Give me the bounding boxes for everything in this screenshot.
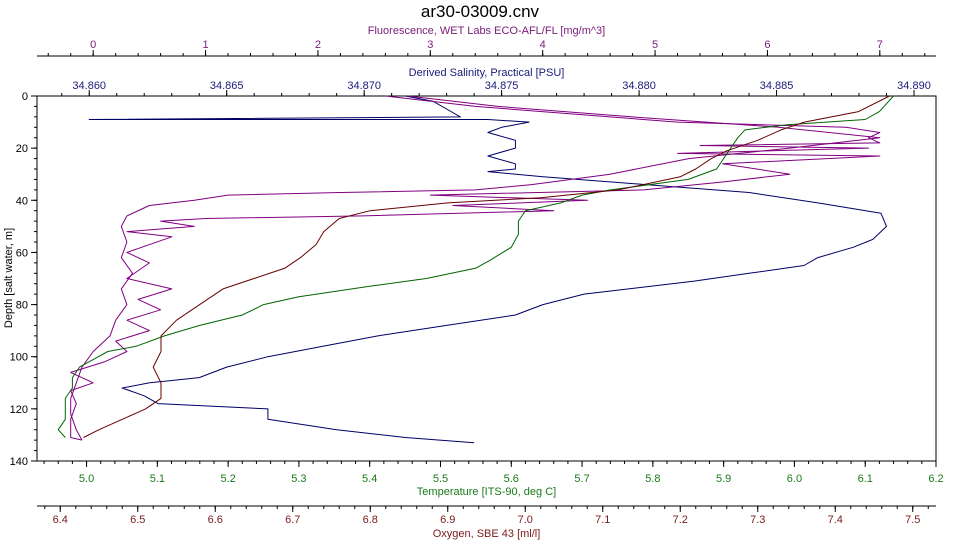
fluorescence-tick-label: 5: [652, 39, 658, 51]
temperature-tick-label: 6.0: [787, 473, 802, 485]
y-tick-label: 0: [22, 91, 28, 103]
chart-title: ar30-03009.cnv: [421, 2, 540, 21]
oxygen-axis-label: Oxygen, SBE 43 [ml/l]: [433, 528, 541, 540]
series-layer: [57, 95, 894, 444]
salinity-tick-label: 34.865: [210, 80, 244, 92]
salinity-tick-label: 34.890: [897, 80, 931, 92]
temperature-tick-label: 5.7: [574, 473, 589, 485]
oxygen-tick-label: 7.4: [828, 514, 843, 526]
temperature-tick-label: 5.0: [79, 473, 94, 485]
temperature-tick-label: 5.8: [645, 473, 660, 485]
y-tick-label: 140: [10, 456, 28, 468]
oxygen-tick-label: 7.1: [595, 514, 610, 526]
oxygen-tick-label: 6.5: [130, 514, 145, 526]
oxygen-profile-line: [83, 95, 890, 438]
y-tick-label: 60: [16, 247, 28, 259]
axes-layer: 0 1 2 3 4 5 6 7 Fluorescence, WET Labs ECO-AFL/F…: [10, 25, 944, 540]
fluorescence-tick-label: 0: [90, 39, 96, 51]
salinity-tick-label: 34.885: [760, 80, 794, 92]
oxygen-tick-label: 6.7: [285, 514, 300, 526]
oxygen-tick-label: 6.8: [363, 514, 378, 526]
temperature-tick-label: 5.6: [504, 473, 519, 485]
fluorescence-tick-label: 3: [427, 39, 433, 51]
oxygen-tick-label: 6.9: [440, 514, 455, 526]
salinity-tick-label: 34.875: [485, 80, 519, 92]
fluorescence-tick-label: 4: [540, 39, 546, 51]
temperature-tick-label: 5.1: [150, 473, 165, 485]
y-tick-label: 80: [16, 300, 28, 312]
oxygen-tick-label: 6.6: [208, 514, 223, 526]
temperature-tick-label: 5.9: [716, 473, 731, 485]
plot-frame: [36, 95, 937, 462]
fluorescence-tick-label: 2: [315, 39, 321, 51]
fluorescence-tick-label: 1: [203, 39, 209, 51]
salinity-tick-label: 34.860: [72, 80, 106, 92]
fluorescence-axis-label: Fluorescence, WET Labs ECO-AFL/FL [mg/m^…: [368, 25, 605, 37]
salinity-tick-label: 34.870: [347, 80, 381, 92]
oxygen-tick-label: 7.0: [518, 514, 533, 526]
salinity-tick-label: 34.880: [622, 80, 656, 92]
temperature-tick-label: 6.2: [928, 473, 943, 485]
fluorescence-tick-label: 7: [877, 39, 883, 51]
fluorescence-tick-label: 6: [764, 39, 770, 51]
y-tick-label: 120: [10, 404, 28, 416]
oxygen-tick-label: 7.5: [905, 514, 920, 526]
fluorescence-profile-line: [70, 95, 881, 441]
y-tick-label: 40: [16, 195, 28, 207]
temperature-tick-label: 5.3: [291, 473, 306, 485]
y-axis-label: Depth [salt water, m]: [3, 228, 15, 328]
temperature-tick-label: 5.5: [433, 473, 448, 485]
oxygen-tick-label: 6.4: [53, 514, 68, 526]
fluorescence-profile-line: [70, 95, 881, 441]
temperature-tick-label: 5.4: [362, 473, 377, 485]
temperature-profile-line: [57, 95, 894, 438]
salinity-axis-label: Derived Salinity, Practical [PSU]: [409, 67, 565, 79]
y-tick-label: 20: [16, 143, 28, 155]
y-tick-label: 100: [10, 352, 28, 364]
temperature-tick-label: 5.2: [220, 473, 235, 485]
temperature-axis-label: Temperature [ITS-90, deg C]: [417, 486, 556, 498]
temperature-tick-label: 6.1: [858, 473, 873, 485]
oxygen-tick-label: 7.2: [673, 514, 688, 526]
salinity-profile-line: [88, 95, 887, 444]
oxygen-tick-label: 7.3: [750, 514, 765, 526]
